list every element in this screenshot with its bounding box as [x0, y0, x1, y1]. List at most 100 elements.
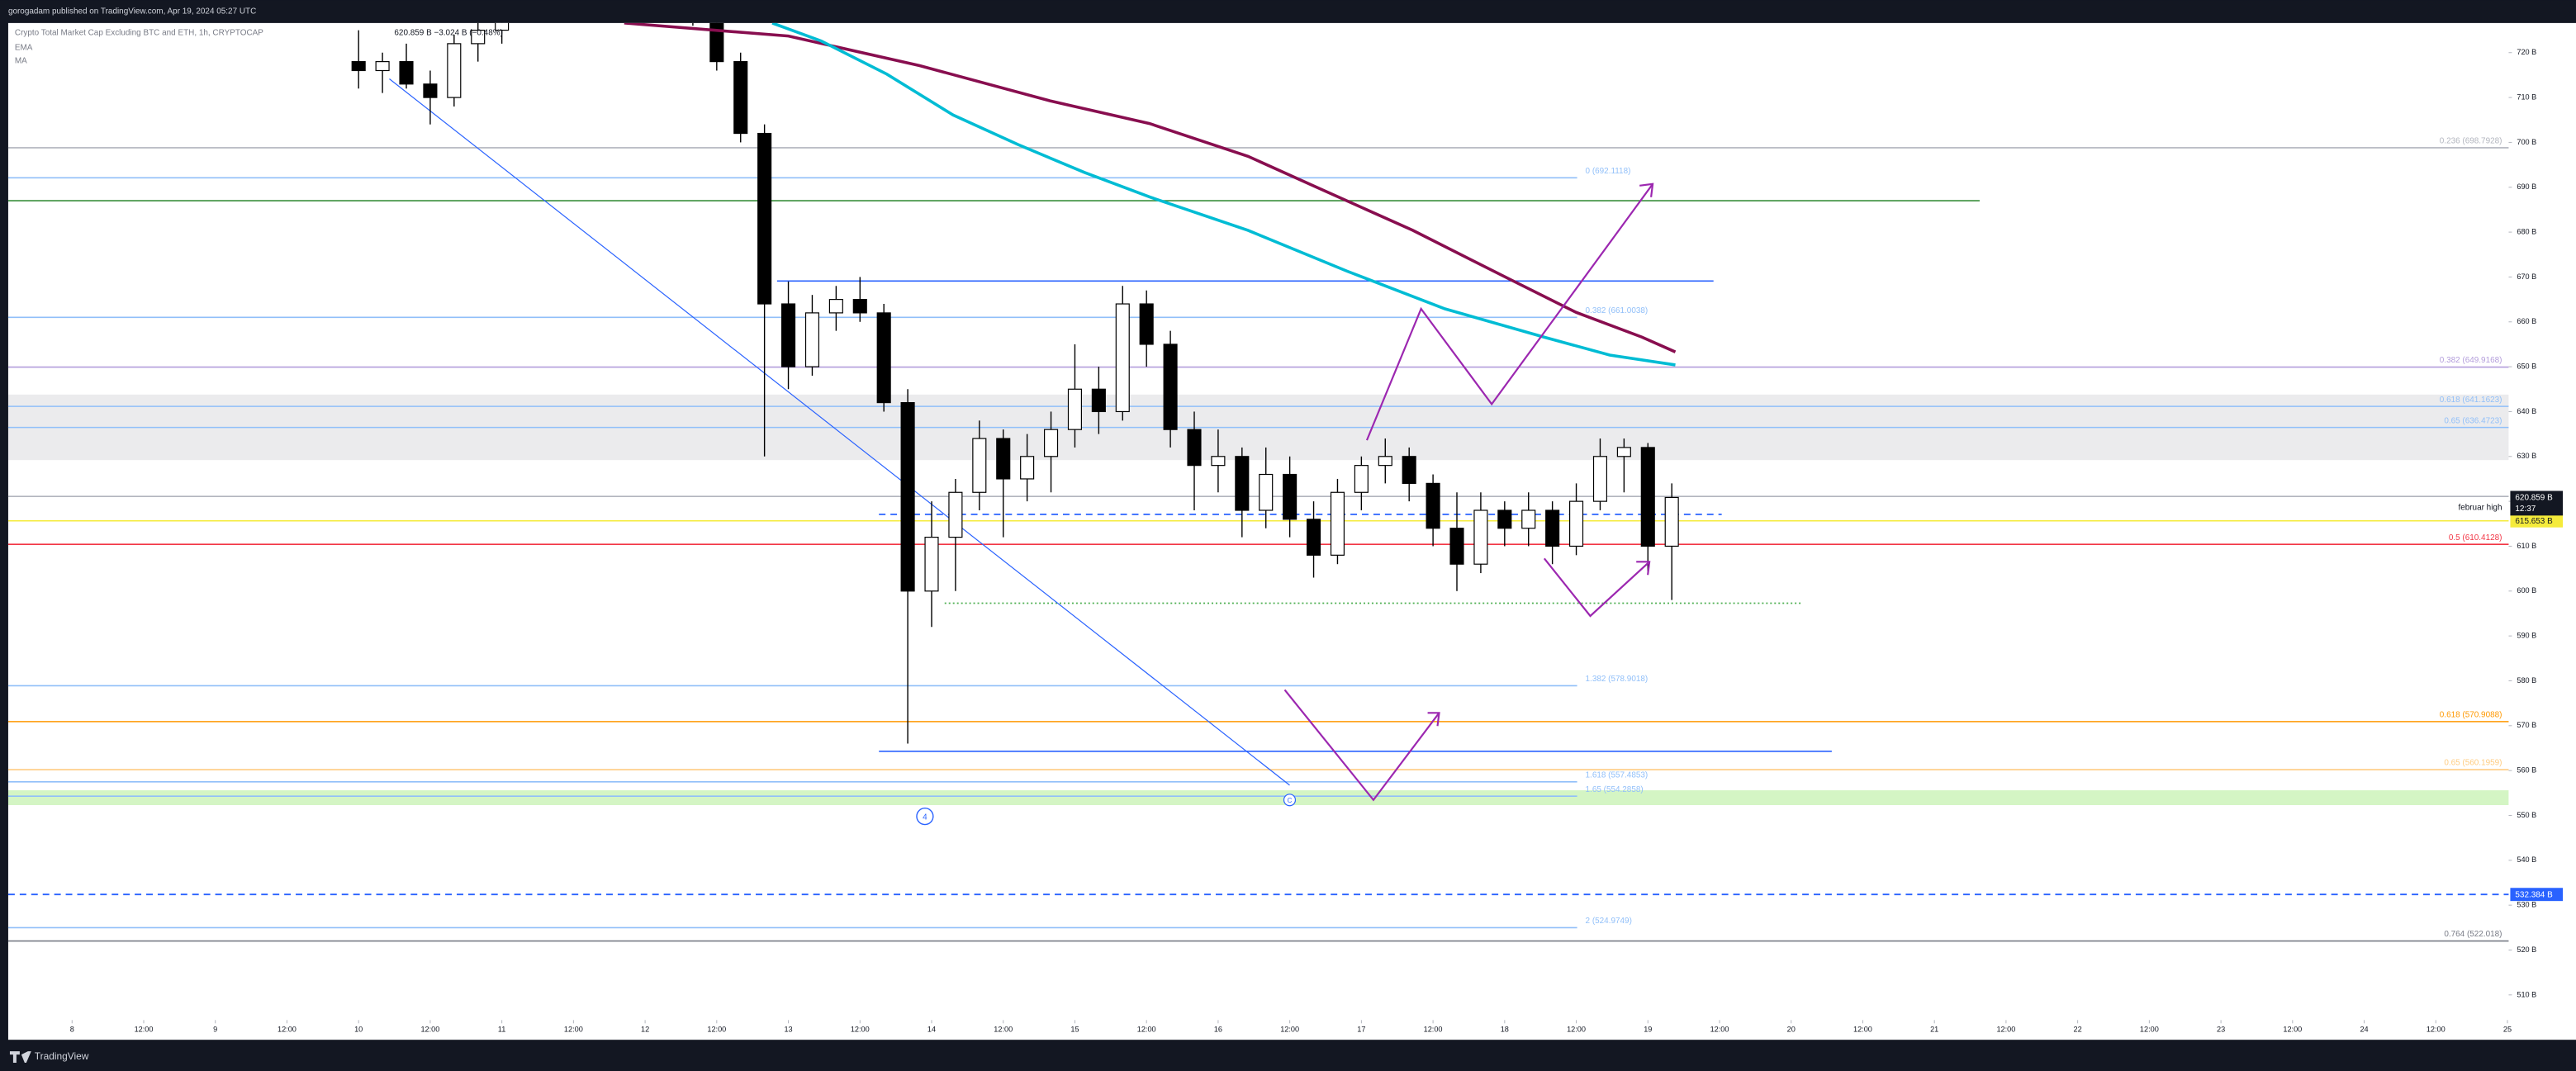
candle-body	[1545, 509, 1560, 547]
x-tick-label: 16	[1214, 1026, 1222, 1034]
wave-label: 4	[923, 813, 927, 822]
candle-body	[996, 438, 1011, 480]
candle-body	[351, 61, 366, 72]
indicator-name: EMA	[15, 43, 33, 52]
candle-body	[1497, 509, 1512, 529]
price-change: 620.859 B −3.024 B (−0.48%)	[394, 28, 503, 37]
x-tick-label: 9	[213, 1026, 217, 1034]
candle-body	[900, 401, 915, 592]
candle-body	[1259, 473, 1274, 511]
x-tick-label: 12:00	[1424, 1026, 1443, 1034]
candle-body	[1330, 491, 1345, 556]
candle-body	[1568, 500, 1584, 547]
candle-body	[804, 312, 820, 367]
projection-path	[1283, 689, 1440, 802]
candle-body	[876, 312, 891, 404]
candle-body	[948, 491, 963, 538]
price-tag	[2510, 514, 2564, 528]
y-tick-label: 600 B	[2517, 586, 2536, 595]
candle-body	[1426, 482, 1440, 529]
candle-body	[447, 43, 462, 98]
candle-body	[1235, 456, 1250, 511]
candle-body	[781, 303, 796, 367]
price-tag-label: 615.653 B	[2515, 517, 2553, 526]
projection-path	[1365, 183, 1653, 441]
plot-area	[7, 22, 2576, 1040]
moving-average	[771, 22, 1676, 367]
candle-body	[852, 299, 867, 314]
y-tick-label: 710 B	[2517, 93, 2536, 102]
y-tick-label: 700 B	[2517, 138, 2536, 146]
x-tick-label: 24	[2360, 1026, 2368, 1034]
y-tick-label: 720 B	[2517, 48, 2536, 56]
projection-path	[1543, 557, 1650, 618]
countdown: 12:37	[2515, 505, 2536, 514]
x-tick-label: 12:00	[1710, 1026, 1729, 1034]
level-label: 1.65 (554.2858)	[1586, 785, 1644, 794]
y-tick-label: 510 B	[2517, 990, 2536, 998]
x-tick-label: 12:00	[278, 1026, 297, 1034]
x-tick-label: 12:00	[564, 1026, 583, 1034]
moving-averages	[624, 22, 1677, 367]
arrow-head	[1639, 182, 1654, 197]
candle-body	[1044, 429, 1059, 457]
moving-average	[624, 22, 1677, 353]
wave-label: C	[1288, 797, 1293, 804]
y-tick-label: 660 B	[2517, 317, 2536, 325]
x-tick-label: 18	[1501, 1026, 1509, 1034]
y-tick-label: 650 B	[2517, 363, 2536, 371]
y-tick-label: 550 B	[2517, 811, 2536, 819]
projections	[1283, 182, 1654, 802]
last-price-tag	[2510, 490, 2564, 516]
y-tick-label: 640 B	[2517, 407, 2536, 415]
candle-body	[924, 536, 939, 592]
y-tick-label: 540 B	[2517, 855, 2536, 864]
y-tick-label: 520 B	[2517, 945, 2536, 954]
x-tick-label: 19	[1644, 1026, 1652, 1034]
candle-body	[423, 83, 438, 98]
x-tick-label: 12:00	[1137, 1026, 1156, 1034]
level-label: 0.236 (698.7928)	[2440, 137, 2502, 146]
level-label: 0.618 (641.1623)	[2440, 396, 2502, 405]
candle-body	[495, 22, 510, 31]
x-tick-label: 12:00	[2427, 1026, 2446, 1034]
zone	[7, 790, 2509, 805]
symbol-title: Crypto Total Market Cap Excluding BTC an…	[15, 28, 263, 37]
candle-body	[757, 132, 772, 305]
axes: 615.653 B 532.384 B 510 B 520 B 530 B 540 B 55…	[70, 48, 2564, 1034]
brand: TradingView	[35, 1050, 89, 1062]
x-tick-label: 23	[2217, 1026, 2225, 1034]
candle-body	[1521, 509, 1536, 529]
candles	[351, 22, 1679, 744]
x-tick-label: 12:00	[707, 1026, 726, 1034]
candle-body	[1354, 465, 1369, 493]
candle-body	[1640, 447, 1655, 547]
publisher: gorogadam published on TradingView.com, …	[8, 7, 256, 17]
level-label: 0.65 (636.4723)	[2444, 416, 2502, 425]
x-tick-label: 12:00	[135, 1026, 154, 1034]
trend-line	[389, 78, 1290, 786]
level-label: 1.382 (578.9018)	[1586, 675, 1649, 684]
candle-body	[1592, 456, 1608, 502]
x-tick-label: 15	[1070, 1026, 1079, 1034]
y-tick-label: 680 B	[2517, 228, 2536, 236]
price-tag	[2510, 888, 2564, 902]
candle-body	[733, 61, 748, 135]
x-tick-label: 12:00	[2283, 1026, 2302, 1034]
level-label: 0.618 (570.9088)	[2440, 711, 2502, 720]
candle-body	[972, 438, 987, 493]
x-tick-label: 12:00	[2140, 1026, 2159, 1034]
level-label: 0.382 (661.0038)	[1586, 306, 1649, 315]
candle-body	[1307, 519, 1321, 556]
level-label: 0 (692.1118)	[1586, 167, 1631, 176]
candle-body	[1211, 456, 1226, 467]
level-label: februar high	[2458, 504, 2502, 513]
y-tick-label: 590 B	[2517, 632, 2536, 640]
level-label: 1.618 (557.4853)	[1586, 770, 1649, 780]
x-tick-label: 12:00	[1280, 1026, 1299, 1034]
candle-body	[1283, 473, 1297, 520]
candle-body	[1163, 344, 1178, 430]
candle-body	[1473, 509, 1488, 565]
y-tick-label: 690 B	[2517, 182, 2536, 191]
candle-body	[828, 299, 843, 314]
